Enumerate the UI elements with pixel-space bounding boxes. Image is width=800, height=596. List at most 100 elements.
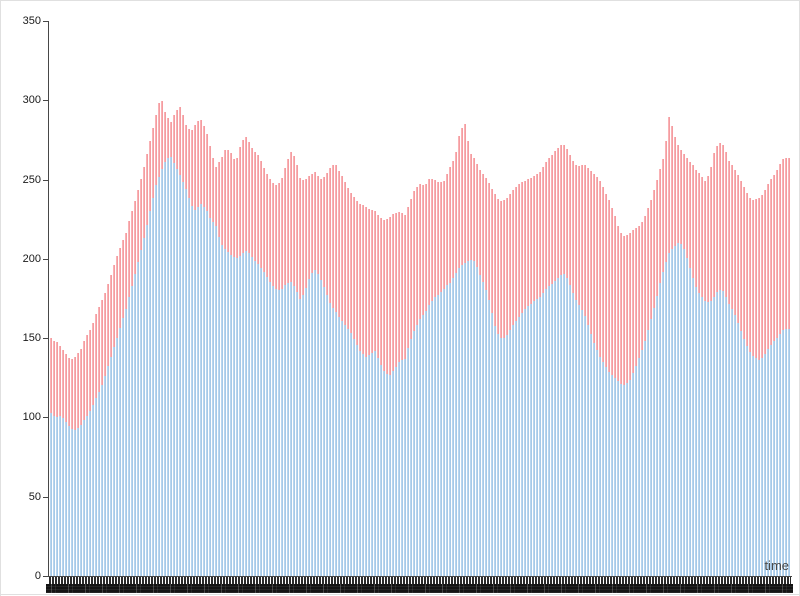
bar-segment-pink (287, 159, 289, 283)
bar-segment-pink (542, 167, 544, 293)
bar-segment-pink (137, 190, 139, 262)
bar-segment-blue (509, 330, 511, 576)
bar-segment-blue (155, 185, 157, 576)
bar-segment-pink (608, 200, 610, 372)
bar-segment-pink (188, 129, 190, 198)
bar-segment-blue (644, 341, 646, 576)
bar-segment-blue (524, 309, 526, 576)
x-axis-tick-marks (49, 577, 791, 584)
bar-segment-blue (290, 282, 292, 576)
bar-segment-pink (140, 179, 142, 250)
bar-segment-pink (734, 170, 736, 315)
stacked-bars-plot-area[interactable] (50, 21, 791, 576)
bar-segment-pink (470, 154, 472, 260)
bar-segment-pink (224, 150, 226, 249)
y-tick-mark (43, 496, 48, 498)
bar-segment-pink (266, 174, 268, 277)
bar-segment-pink (119, 248, 121, 328)
bar-segment-pink (158, 103, 160, 177)
bar-segment-pink (785, 158, 787, 329)
bar-segment-pink (506, 198, 508, 335)
y-tick-mark (43, 179, 48, 181)
bar-segment-pink (665, 141, 667, 262)
bar-segment-blue (710, 301, 712, 576)
bar-segment-blue (590, 334, 592, 576)
bar-segment-pink (434, 180, 436, 297)
bar-segment-pink (263, 168, 265, 272)
bar-segment-pink (257, 155, 259, 264)
bar-segment-blue (89, 411, 91, 576)
bar-segment-pink (719, 143, 721, 290)
bar-segment-pink (299, 178, 301, 299)
bar-segment-blue (395, 367, 397, 576)
bar-segment-blue (482, 282, 484, 576)
bar-segment-blue (149, 211, 151, 576)
bar-segment-pink (536, 174, 538, 299)
bar-segment-pink (770, 179, 772, 345)
bar-segment-pink (290, 152, 292, 282)
bar-segment-pink (782, 159, 784, 330)
bar-segment-blue (758, 360, 760, 576)
bar-segment-blue (716, 292, 718, 576)
bar-segment-pink (269, 179, 271, 282)
bar-segment-pink (77, 353, 79, 428)
bar-segment-blue (596, 350, 598, 576)
bar-segment-blue (626, 383, 628, 576)
bar-segment-pink (107, 284, 109, 366)
bar-segment-pink (479, 170, 481, 275)
bar-segment-pink (638, 226, 640, 358)
bar-segment-pink (332, 165, 334, 308)
bar-segment-blue (611, 375, 613, 576)
bar-segment-pink (680, 150, 682, 244)
bar-segment-blue (434, 297, 436, 576)
bar-segment-pink (242, 140, 244, 253)
bar-segment-pink (701, 177, 703, 297)
bar-segment-blue (662, 272, 664, 576)
bar-segment-pink (560, 145, 562, 275)
bar-segment-blue (623, 385, 625, 576)
bar-segment-blue (263, 272, 265, 576)
bar-segment-blue (320, 280, 322, 576)
bar-segment-blue (749, 352, 751, 576)
bar-segment-blue (461, 265, 463, 576)
bar-segment-blue (140, 250, 142, 576)
bar-segment-blue (365, 357, 367, 576)
bar-segment-blue (350, 333, 352, 576)
bar-segment-blue (257, 264, 259, 576)
bar-segment-blue (341, 321, 343, 576)
bar-segment-pink (521, 182, 523, 313)
bar-segment-pink (662, 159, 664, 272)
bar-segment-pink (407, 207, 409, 348)
bar-segment-blue (323, 287, 325, 576)
bar-segment-pink (386, 219, 388, 374)
bar-segment-blue (167, 158, 169, 576)
bar-segment-blue (455, 273, 457, 576)
bar-segment-pink (392, 214, 394, 371)
bar-segment-pink (737, 175, 739, 323)
bottom-divider (0, 594, 800, 595)
bar-segment-pink (89, 330, 91, 411)
bar-segment-blue (551, 284, 553, 576)
bar-segment-pink (761, 195, 763, 358)
bar-segment-pink (209, 146, 211, 218)
y-tick-label: 100 (22, 411, 41, 424)
y-tick-label: 250 (22, 173, 41, 186)
bar-segment-blue (737, 323, 739, 576)
bar-segment-pink (116, 256, 118, 338)
bar-segment-blue (74, 430, 76, 576)
bar-segment-blue (215, 226, 217, 576)
bar-segment-pink (764, 190, 766, 354)
bar-segment-blue (755, 358, 757, 576)
bar-segment-pink (611, 208, 613, 375)
bar-segment-blue (488, 300, 490, 576)
bar-segment-pink (335, 165, 337, 312)
bar-segment-pink (632, 230, 634, 373)
bar-segment-blue (614, 378, 616, 576)
bar-segment-pink (104, 293, 106, 376)
bar-segment-pink (485, 178, 487, 290)
bar-segment-pink (347, 188, 349, 329)
bar-segment-blue (413, 331, 415, 576)
bar-segment-blue (200, 204, 202, 576)
bar-segment-pink (425, 184, 427, 311)
